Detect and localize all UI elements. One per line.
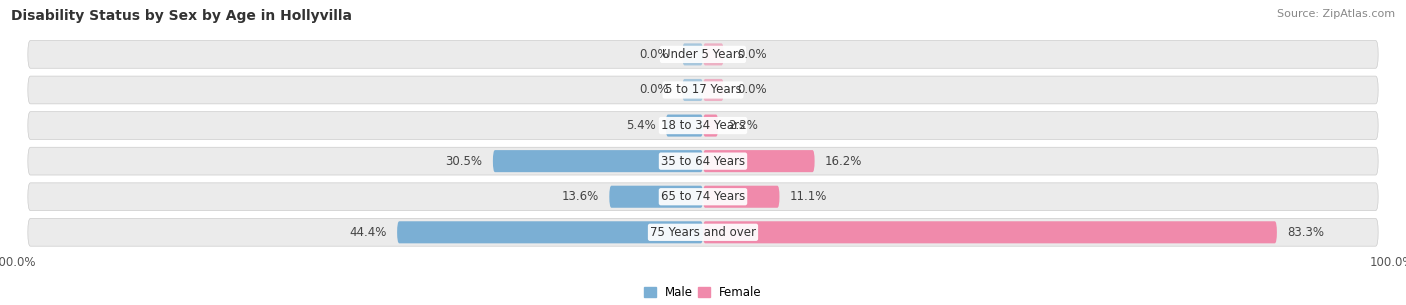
Text: 11.1%: 11.1% <box>790 190 827 203</box>
Text: 5.4%: 5.4% <box>626 119 655 132</box>
Text: 5 to 17 Years: 5 to 17 Years <box>665 84 741 96</box>
FancyBboxPatch shape <box>28 147 1378 175</box>
Text: Source: ZipAtlas.com: Source: ZipAtlas.com <box>1277 9 1395 19</box>
FancyBboxPatch shape <box>666 115 703 137</box>
Text: 44.4%: 44.4% <box>350 226 387 239</box>
FancyBboxPatch shape <box>703 150 814 172</box>
Text: 0.0%: 0.0% <box>738 48 768 61</box>
FancyBboxPatch shape <box>609 186 703 208</box>
Text: 65 to 74 Years: 65 to 74 Years <box>661 190 745 203</box>
Legend: Male, Female: Male, Female <box>640 282 766 304</box>
Text: 16.2%: 16.2% <box>825 155 862 168</box>
Text: 0.0%: 0.0% <box>638 84 669 96</box>
Text: 30.5%: 30.5% <box>446 155 482 168</box>
FancyBboxPatch shape <box>28 218 1378 246</box>
Text: Under 5 Years: Under 5 Years <box>662 48 744 61</box>
Text: 83.3%: 83.3% <box>1288 226 1324 239</box>
FancyBboxPatch shape <box>703 221 1277 243</box>
FancyBboxPatch shape <box>682 79 703 101</box>
Text: 35 to 64 Years: 35 to 64 Years <box>661 155 745 168</box>
FancyBboxPatch shape <box>28 183 1378 210</box>
Text: 18 to 34 Years: 18 to 34 Years <box>661 119 745 132</box>
FancyBboxPatch shape <box>28 41 1378 68</box>
FancyBboxPatch shape <box>396 221 703 243</box>
FancyBboxPatch shape <box>703 115 718 137</box>
Text: 13.6%: 13.6% <box>562 190 599 203</box>
FancyBboxPatch shape <box>494 150 703 172</box>
FancyBboxPatch shape <box>682 43 703 66</box>
Text: 0.0%: 0.0% <box>738 84 768 96</box>
FancyBboxPatch shape <box>28 76 1378 104</box>
Text: 0.0%: 0.0% <box>638 48 669 61</box>
FancyBboxPatch shape <box>28 112 1378 139</box>
FancyBboxPatch shape <box>703 79 724 101</box>
Text: Disability Status by Sex by Age in Hollyvilla: Disability Status by Sex by Age in Holly… <box>11 9 353 23</box>
Text: 75 Years and over: 75 Years and over <box>650 226 756 239</box>
FancyBboxPatch shape <box>703 186 779 208</box>
FancyBboxPatch shape <box>703 43 724 66</box>
Text: 2.2%: 2.2% <box>728 119 758 132</box>
